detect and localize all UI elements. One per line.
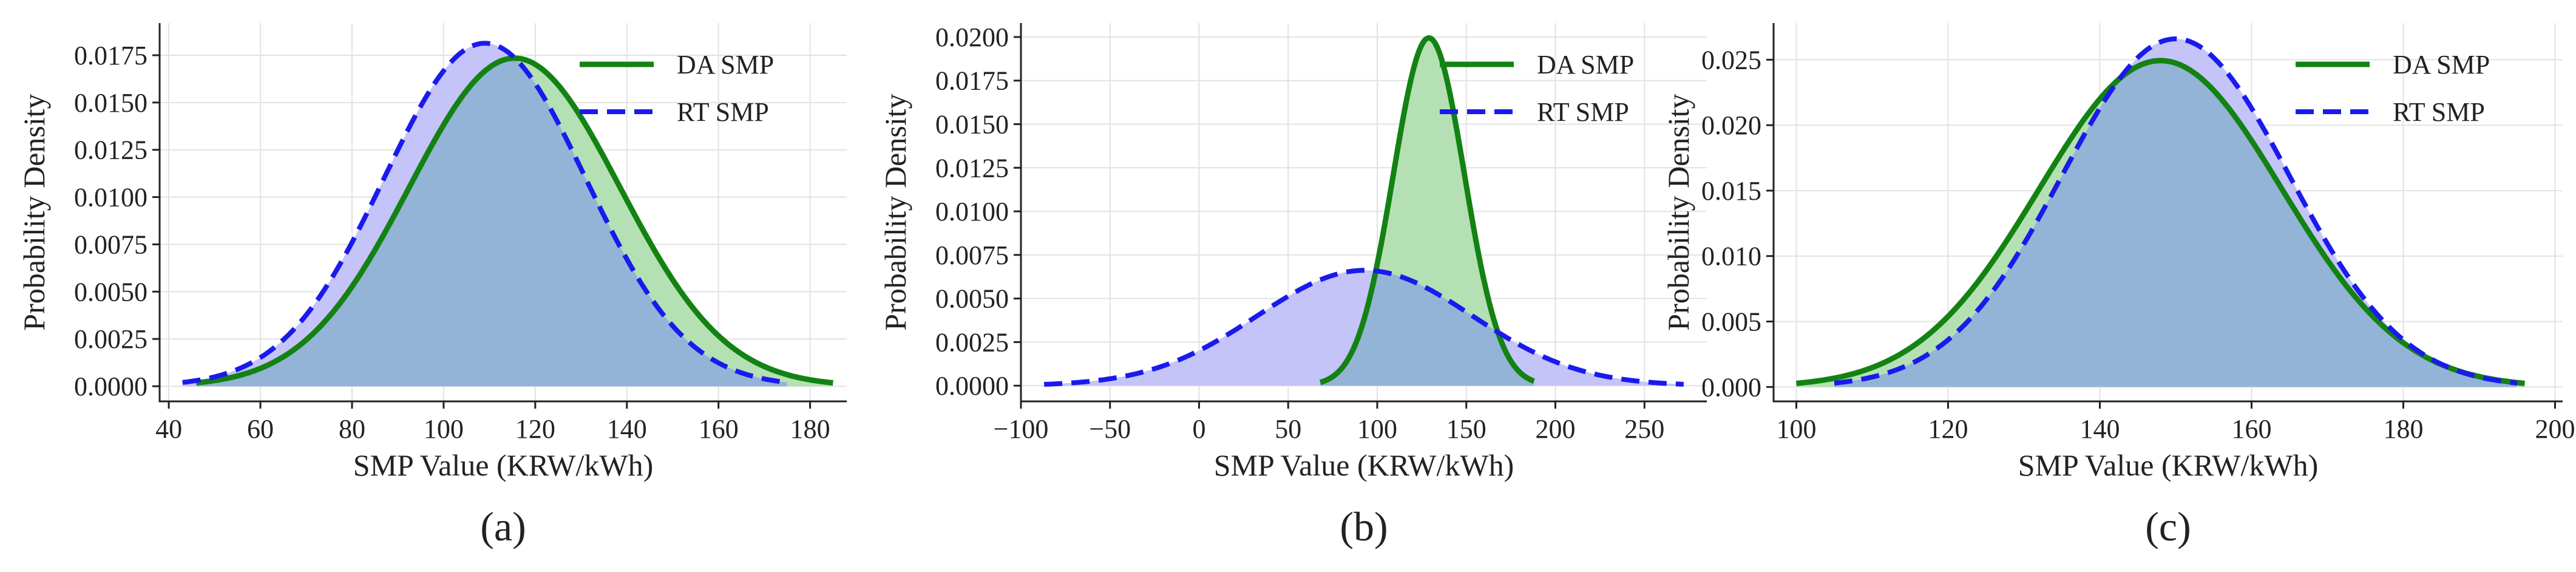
- y-tick-label: 0.0175: [74, 41, 147, 70]
- x-tick-label: 140: [607, 414, 647, 444]
- x-tick-label: 250: [1624, 414, 1664, 444]
- plot-area: [1043, 35, 1684, 387]
- x-tick-label: 60: [247, 414, 274, 444]
- legend-da-label: DA SMP: [1537, 50, 1634, 80]
- overlap-area: [1320, 271, 1534, 386]
- y-tick-label: 0.0025: [74, 324, 147, 354]
- plot-area: [1795, 36, 2526, 387]
- grid: [1020, 23, 1707, 401]
- y-tick-label: 0.015: [1701, 176, 1761, 206]
- x-axis-title: SMP Value (KRW/kWh): [1214, 448, 1514, 482]
- chart-panel-3: 100 120 140 160 180 200 0.000 0.005 0.010 0.015 0.…: [1661, 23, 2575, 550]
- plot-area: [181, 41, 834, 387]
- y-tick-label: 0.025: [1701, 45, 1761, 75]
- x-tick-label: 40: [155, 414, 182, 444]
- y-tick-label: 0.0000: [74, 372, 147, 401]
- panel-label: (b): [1340, 503, 1388, 550]
- y-tick-label: 0.0075: [935, 240, 1009, 270]
- legend-da-label: DA SMP: [2393, 50, 2490, 80]
- legend: DA SMP RT SMP: [1440, 50, 1634, 127]
- chart-panel-1: 40 60 80 100 120 140 160 180 0.0000 0.0025 0.0050 0…: [17, 23, 847, 550]
- panel-label: (c): [2145, 503, 2191, 550]
- legend-rt-label: RT SMP: [1537, 97, 1629, 127]
- overlap-area: [1834, 60, 2517, 387]
- axes-spines: [1772, 23, 2563, 403]
- overlap-area: [196, 58, 787, 387]
- x-tick-label: 120: [515, 414, 555, 444]
- y-tick-label: 0.0050: [935, 284, 1009, 314]
- y-tick-label: 0.005: [1701, 307, 1761, 337]
- legend-rt-label: RT SMP: [677, 97, 769, 127]
- y-tick-label: 0.0075: [74, 230, 147, 259]
- y-tick-label: 0.0000: [935, 371, 1009, 401]
- x-tick-label: 120: [1928, 414, 1968, 444]
- y-tick-label: 0.0050: [74, 277, 147, 307]
- y-tick-label: 0.0150: [935, 110, 1009, 140]
- x-tick-label: 150: [1446, 414, 1486, 444]
- panel-label: (a): [480, 503, 526, 550]
- y-tick-label: 0.0150: [74, 88, 147, 118]
- da-smp-line: [195, 55, 834, 386]
- legend: DA SMP RT SMP: [2296, 50, 2490, 127]
- y-axis-title: Probability Density: [1661, 94, 1695, 330]
- x-tick-label: 100: [424, 414, 464, 444]
- chart-panel-2: −100 −50 0 50 100 150 200 250 0.0000 0.0025 0.0050…: [878, 22, 1707, 550]
- y-tick-label: 0.0125: [74, 135, 147, 165]
- x-axis-title: SMP Value (KRW/kWh): [2018, 448, 2318, 482]
- x-tick-label: 100: [1357, 414, 1397, 444]
- rt-smp-line: [1043, 268, 1684, 387]
- y-tick-label: 0.0200: [935, 22, 1009, 52]
- x-tick-label: 180: [2384, 414, 2424, 444]
- x-tick-label: 180: [790, 414, 830, 444]
- x-tick-label: 200: [2535, 414, 2575, 444]
- legend-rt-label: RT SMP: [2393, 97, 2485, 127]
- x-tick-label: −50: [1089, 414, 1131, 444]
- legend: DA SMP RT SMP: [580, 50, 774, 127]
- y-tick-label: 0.020: [1701, 111, 1761, 140]
- y-tick-label: 0.010: [1701, 242, 1761, 271]
- x-tick-label: 140: [2080, 414, 2120, 444]
- y-tick-label: 0.0100: [74, 183, 147, 213]
- x-tick-label: 100: [1777, 414, 1817, 444]
- x-tick-label: 50: [1275, 414, 1301, 444]
- x-tick-label: 80: [339, 414, 365, 444]
- da-smp-line: [1795, 58, 2526, 386]
- y-tick-label: 0.0025: [935, 327, 1009, 357]
- rt-smp-line: [1834, 36, 2518, 386]
- x-tick-label: 0: [1193, 414, 1206, 444]
- x-tick-label: −100: [994, 414, 1049, 444]
- y-tick-label: 0.0125: [935, 153, 1009, 183]
- x-tick-label: 160: [2232, 414, 2272, 444]
- legend-da-label: DA SMP: [677, 50, 774, 80]
- y-axis-title: Probability Density: [17, 94, 51, 330]
- x-tick-label: 160: [699, 414, 739, 444]
- x-axis-title: SMP Value (KRW/kWh): [353, 448, 653, 482]
- rt-smp-line: [181, 41, 788, 385]
- x-tick-label: 200: [1536, 414, 1576, 444]
- y-tick-label: 0.000: [1701, 372, 1761, 402]
- y-axis-title: Probability Density: [878, 94, 912, 330]
- y-tick-label: 0.0175: [935, 66, 1009, 96]
- y-tick-label: 0.0100: [935, 197, 1009, 226]
